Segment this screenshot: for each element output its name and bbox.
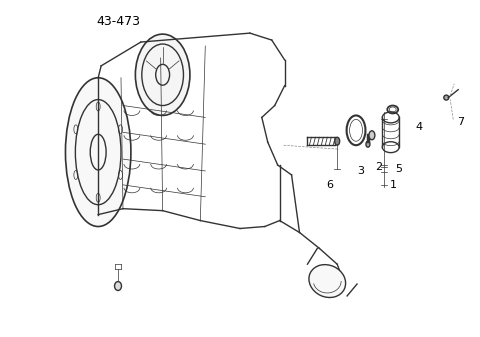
Ellipse shape bbox=[115, 281, 121, 290]
Ellipse shape bbox=[335, 137, 340, 145]
Ellipse shape bbox=[366, 141, 370, 147]
Ellipse shape bbox=[135, 34, 190, 116]
Ellipse shape bbox=[382, 112, 399, 123]
Text: 7: 7 bbox=[456, 117, 464, 127]
Ellipse shape bbox=[444, 95, 449, 100]
Text: 4: 4 bbox=[415, 122, 422, 132]
Text: 6: 6 bbox=[326, 180, 333, 190]
Ellipse shape bbox=[309, 265, 346, 298]
Text: 5: 5 bbox=[395, 164, 402, 174]
Ellipse shape bbox=[382, 142, 399, 153]
Text: 3: 3 bbox=[358, 166, 364, 176]
Ellipse shape bbox=[369, 131, 375, 140]
Ellipse shape bbox=[65, 78, 131, 226]
Text: 2: 2 bbox=[375, 162, 383, 172]
Text: 43-473: 43-473 bbox=[96, 15, 140, 28]
Text: 1: 1 bbox=[390, 180, 397, 190]
